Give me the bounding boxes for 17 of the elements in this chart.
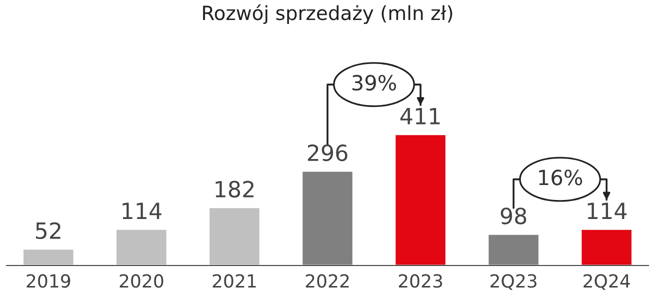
data-label: 114 [588, 202, 627, 219]
data-label: 52 [36, 222, 60, 240]
data-label: 182 [216, 180, 254, 198]
chart-title: Rozwój sprzedaży (mln zł) [203, 4, 452, 24]
x-tick-label: 2021 [212, 274, 256, 288]
text: 39% [352, 74, 396, 91]
x-tick-label: 2020 [120, 274, 164, 288]
data-label: 411 [400, 108, 440, 124]
x-tick-label: 2Q23 [490, 274, 536, 290]
x-tick-label: 2022 [306, 274, 349, 288]
x-tick-label: 2023 [398, 274, 442, 288]
data-label: 296 [308, 144, 348, 162]
data-label: 114 [122, 202, 162, 219]
x-tick-label: 2Q24 [584, 274, 630, 290]
x-tick-label: 2019 [26, 274, 70, 288]
data-label: 98 [500, 208, 526, 224]
annotation: 16% [539, 170, 582, 186]
